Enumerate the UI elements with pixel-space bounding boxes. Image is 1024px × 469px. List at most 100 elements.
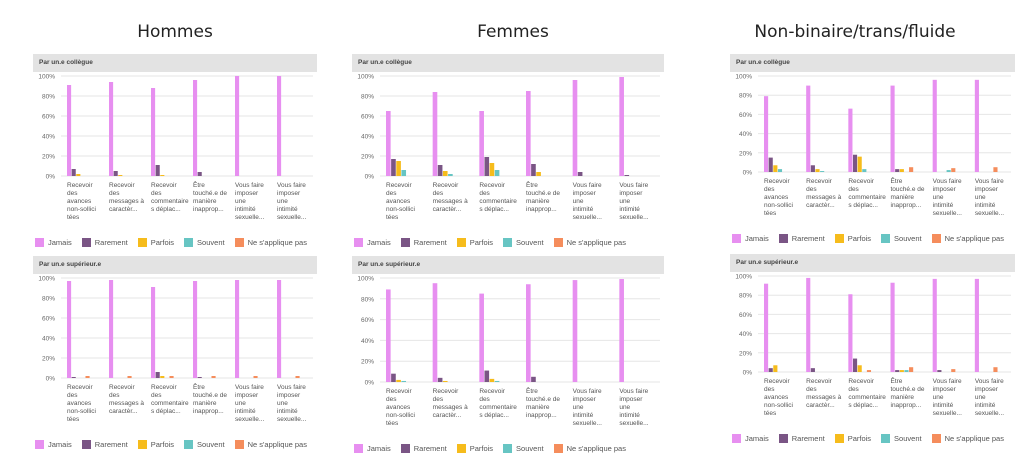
y-tick-label: 20%	[42, 154, 55, 161]
category-label: sexuelle...	[975, 210, 1004, 217]
category-label: intimité	[933, 402, 954, 409]
category-label: Recevoir	[151, 182, 177, 189]
legend-label: Souvent	[197, 238, 225, 247]
bar	[127, 376, 132, 378]
category-label: Recevoir	[151, 384, 177, 391]
bar	[494, 380, 500, 382]
category-label: Recevoir	[806, 378, 832, 385]
bar	[295, 376, 300, 378]
bar	[401, 170, 407, 176]
legend: Jamais Rarement Parfois Souvent Ne s'appliqu…	[33, 440, 317, 449]
y-tick-label: 0%	[743, 370, 753, 377]
category-label: imposer	[933, 186, 957, 193]
chart-panel: Par un.e collègue 0% 20% 40% 60% 80% 100% Recev…	[33, 54, 317, 254]
legend-label: Souvent	[894, 434, 922, 443]
legend-item: Parfois	[137, 238, 174, 247]
legend-swatch	[456, 444, 466, 453]
category-label: des	[151, 190, 162, 197]
legend-label: Rarement	[413, 238, 447, 247]
legend-label: Souvent	[516, 444, 544, 453]
bar	[810, 368, 815, 372]
category-label: Recevoir	[479, 388, 505, 395]
bar-chart: 0%20%40%60%80%100%Recevoirdesavancesnon-…	[357, 276, 660, 427]
bar	[109, 82, 114, 176]
legend-item: Rarement	[81, 238, 128, 247]
legend-swatch	[732, 234, 741, 243]
y-tick-label: 60%	[739, 112, 752, 119]
category-label: inapprop...	[526, 206, 557, 213]
bar	[806, 277, 811, 372]
bar	[909, 367, 914, 372]
category-label: une	[235, 400, 246, 407]
category-label: manière	[891, 194, 915, 201]
bar-chart: 0%20%40%60%80%100%Recevoirdesavancesnon-…	[735, 74, 1011, 217]
category-label: Être	[891, 376, 903, 385]
category-label: avances	[764, 394, 789, 401]
bar	[253, 376, 258, 378]
category-label: Recevoir	[806, 178, 832, 185]
category-label: Être	[526, 180, 538, 189]
category-label: une	[573, 198, 584, 205]
category-label: manière	[193, 400, 217, 407]
y-tick-label: 20%	[42, 356, 55, 363]
y-tick-label: 80%	[739, 93, 752, 100]
bar	[866, 370, 872, 372]
legend-swatch	[81, 238, 91, 247]
bar	[160, 376, 165, 378]
y-tick-label: 100%	[735, 74, 752, 81]
legend-label: Parfois	[469, 444, 494, 453]
legend-item: Rarement	[400, 238, 447, 247]
bar	[572, 80, 578, 176]
legend-swatch	[400, 444, 410, 453]
bar	[815, 169, 820, 172]
y-tick-label: 0%	[365, 380, 375, 387]
category-label: intimité	[277, 408, 298, 415]
legend-swatch	[81, 440, 91, 449]
category-label: imposer	[933, 386, 957, 393]
bar	[768, 157, 773, 172]
category-label: touché.e de	[193, 190, 227, 197]
bar	[442, 380, 448, 382]
category-label: des	[386, 190, 397, 197]
bar	[899, 370, 904, 372]
bar	[193, 80, 198, 176]
category-label: intimité	[277, 206, 298, 213]
y-tick-label: 100%	[38, 74, 55, 81]
y-tick-label: 40%	[42, 134, 55, 141]
category-label: non-sollici	[386, 412, 415, 419]
category-label: commentaire	[848, 194, 886, 201]
y-tick-label: 100%	[735, 274, 752, 281]
y-tick-label: 80%	[42, 296, 55, 303]
bar-chart: 0%20%40%60%80%100%Recevoirdesavancesnon-…	[735, 274, 1011, 417]
category-label: Vous faire	[975, 378, 1004, 385]
bar	[773, 365, 778, 372]
legend-item: Souvent	[184, 238, 225, 247]
category-label: messages à	[433, 198, 468, 205]
category-label: intimité	[573, 412, 594, 419]
category-label: touché.e de	[891, 186, 925, 193]
category-label: s déplac...	[848, 402, 878, 409]
category-label: caractèr...	[806, 202, 835, 209]
legend-label: Rarement	[791, 434, 825, 443]
legend-item: Jamais	[732, 434, 769, 443]
legend: Jamais Rarement Parfois Souvent Ne s'appliqu…	[33, 238, 317, 247]
y-tick-label: 20%	[361, 359, 374, 366]
bar	[479, 293, 484, 382]
category-label: intimité	[619, 206, 640, 213]
category-label: des	[109, 392, 120, 399]
category-label: Être	[193, 180, 205, 189]
legend-label: Ne s'applique pas	[566, 444, 626, 453]
legend-item: Ne s'applique pas	[234, 238, 307, 247]
legend-item: Souvent	[503, 444, 544, 453]
bar	[768, 368, 773, 372]
legend-item: Rarement	[400, 444, 447, 453]
y-tick-label: 20%	[739, 350, 752, 357]
category-label: des	[386, 396, 397, 403]
bar	[624, 175, 630, 176]
category-label: des	[433, 190, 444, 197]
legend-label: Parfois	[469, 238, 494, 247]
category-label: une	[933, 194, 944, 201]
legend: Jamais Rarement Parfois Souvent Ne s'appliqu…	[352, 444, 664, 453]
y-tick-label: 40%	[361, 338, 374, 345]
bar	[909, 167, 914, 172]
